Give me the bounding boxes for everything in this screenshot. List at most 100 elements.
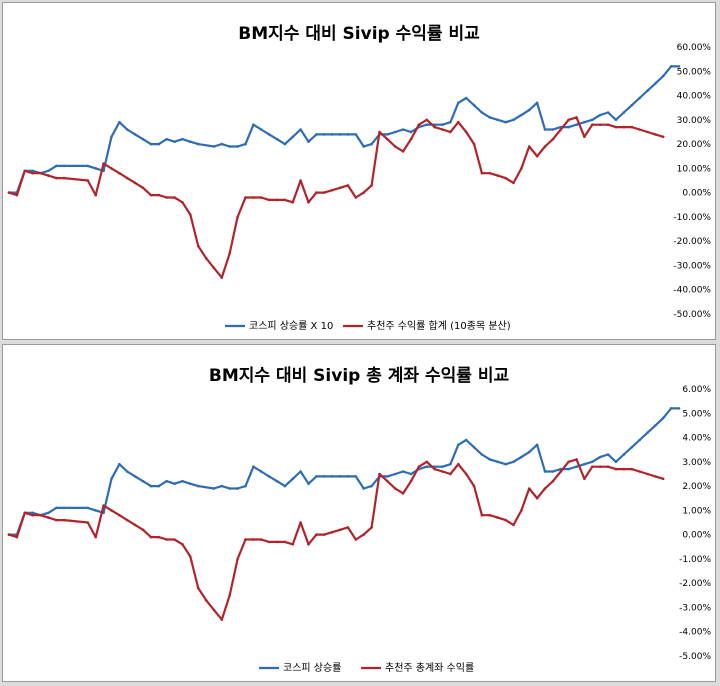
data-point	[125, 128, 129, 131]
data-point	[244, 196, 247, 199]
y-tick-label: -10.00%	[673, 213, 711, 223]
data-point	[244, 142, 247, 146]
data-point	[86, 506, 90, 510]
data-point	[7, 191, 11, 194]
data-point	[23, 511, 27, 515]
data-point	[583, 135, 586, 139]
data-point	[457, 101, 460, 105]
data-point	[259, 196, 263, 199]
y-tick-label: 10.00%	[677, 164, 712, 174]
data-point	[480, 513, 484, 517]
data-point	[86, 164, 90, 168]
data-point	[409, 137, 413, 141]
data-point	[591, 465, 594, 468]
data-point	[654, 82, 657, 85]
chart-title: BM지수 대비 Sivip 총 계좌 수익률 비교	[208, 366, 510, 386]
data-point	[15, 535, 19, 539]
data-point	[433, 125, 436, 129]
data-point	[267, 475, 271, 478]
data-point	[31, 169, 34, 173]
data-point	[133, 181, 137, 185]
data-point	[47, 174, 50, 177]
legend-label: 코스피 상승률	[283, 662, 341, 674]
data-point	[291, 201, 295, 204]
data-point	[591, 118, 594, 122]
data-point	[614, 460, 618, 464]
data-point	[378, 472, 381, 476]
data-point	[512, 118, 515, 122]
data-point	[567, 125, 570, 129]
data-point	[291, 543, 295, 546]
data-point	[338, 528, 342, 532]
data-point	[212, 266, 216, 270]
series-line-1	[9, 407, 679, 536]
data-point	[220, 484, 224, 488]
chart-title: BM지수 대비 Sivip 수익률 비교	[238, 24, 480, 44]
data-point	[551, 128, 555, 131]
data-point	[630, 125, 633, 129]
data-point	[252, 196, 255, 199]
data-point	[638, 470, 641, 473]
data-point	[212, 145, 216, 148]
data-point	[236, 215, 239, 219]
data-point	[472, 142, 476, 146]
data-point	[141, 186, 145, 190]
data-point	[638, 128, 641, 131]
data-point	[354, 538, 358, 541]
data-point	[149, 193, 153, 197]
data-point	[527, 145, 531, 148]
data-point	[504, 176, 507, 180]
y-tick-label: 2.00%	[682, 482, 711, 492]
data-point	[354, 133, 358, 136]
data-point	[338, 133, 342, 136]
legend-label: 추천주 수익률 합계 (10종목 분산)	[367, 320, 511, 332]
data-point	[464, 472, 468, 476]
data-point	[283, 142, 287, 146]
data-point	[527, 450, 531, 454]
data-point	[267, 540, 271, 544]
data-point	[457, 443, 460, 447]
data-point	[181, 479, 184, 483]
data-point	[267, 198, 271, 202]
data-point	[362, 191, 366, 194]
data-point	[567, 460, 570, 464]
y-tick-label: 50.00%	[677, 67, 712, 77]
data-point	[464, 130, 468, 134]
data-point	[315, 133, 318, 136]
data-point	[449, 462, 452, 466]
data-point	[669, 407, 673, 410]
data-point	[323, 191, 326, 194]
data-point	[425, 118, 429, 122]
data-point	[472, 104, 476, 107]
data-point	[133, 133, 137, 136]
data-point	[338, 186, 342, 190]
data-point	[504, 462, 507, 466]
data-point	[165, 538, 168, 541]
data-point	[236, 145, 239, 148]
data-point	[362, 487, 366, 490]
data-point	[62, 164, 66, 168]
data-point	[62, 176, 66, 180]
data-point	[378, 130, 381, 134]
data-point	[323, 533, 326, 536]
data-point	[661, 135, 665, 139]
y-tick-label: 5.00%	[682, 409, 711, 419]
data-point	[283, 484, 287, 488]
data-point	[228, 145, 231, 148]
data-point	[362, 533, 366, 536]
data-point	[472, 446, 476, 449]
data-point	[661, 477, 665, 481]
data-point	[173, 538, 176, 541]
data-point	[133, 475, 137, 478]
data-point	[275, 137, 279, 141]
data-point	[291, 135, 295, 139]
data-point	[346, 184, 350, 187]
data-point	[110, 509, 113, 512]
data-point	[189, 555, 192, 558]
data-point	[220, 142, 224, 146]
data-point	[94, 535, 97, 539]
data-point	[220, 618, 224, 621]
data-point	[315, 475, 318, 478]
data-point	[133, 523, 137, 527]
data-point	[630, 104, 633, 107]
